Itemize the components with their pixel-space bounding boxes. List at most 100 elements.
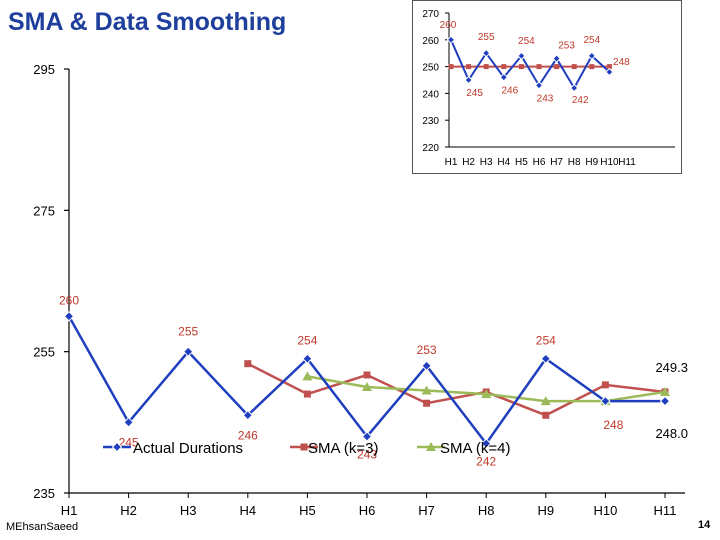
actual-durations-point (302, 353, 313, 364)
sma-k3-point (423, 399, 431, 407)
data-label: 255 (178, 325, 198, 339)
data-label: 242 (476, 455, 496, 469)
inset-actual-point (587, 51, 597, 61)
inset-sma-point (589, 64, 595, 70)
data-label: 254 (536, 334, 556, 348)
slide-title: SMA & Data Smoothing (8, 8, 287, 36)
sma-k4-point (481, 389, 492, 399)
inset-x-tick-label: H8 (568, 157, 581, 168)
author-footer: MEhsanSaeed (6, 521, 79, 533)
inset-actual-line (450, 39, 611, 91)
inset-data-label: 254 (518, 36, 535, 47)
inset-y-tick-label: 230 (422, 116, 439, 127)
sma-k3-end-label: 249.3 (655, 360, 688, 375)
sma-k4-point (421, 385, 432, 395)
actual-durations-point (600, 395, 611, 407)
actual-durations-point (480, 438, 492, 449)
actual-durations-point (361, 431, 373, 442)
y-tick-label: 235 (33, 486, 55, 501)
inset-x-tick-label: H2 (462, 157, 475, 168)
inset-x-tick-label: H10 (600, 157, 619, 168)
inset-data-label: 243 (537, 93, 554, 104)
inset-data-label: 245 (466, 88, 483, 99)
actual-durations-point (540, 353, 552, 364)
inset-data-label: 260 (440, 20, 457, 31)
inset-x-tick-label: H3 (480, 157, 493, 168)
actual-durations-point (123, 417, 134, 428)
x-tick-label: H4 (239, 503, 256, 518)
inset-y-tick-label: 220 (422, 143, 439, 154)
legend-swatch-marker (426, 442, 436, 451)
inset-x-tick-label: H4 (497, 157, 510, 168)
inset-sma-point (483, 64, 489, 70)
y-tick-label: 295 (33, 62, 55, 77)
x-tick-label: H11 (654, 503, 677, 518)
actual-durations-line (67, 315, 665, 446)
inset-data-label: 254 (583, 35, 600, 46)
y-tick-label: 255 (33, 345, 55, 360)
sma-k4-point (362, 382, 372, 391)
inset-y-tick-label: 240 (422, 89, 439, 100)
data-label: 254 (297, 334, 317, 348)
actual-durations-point (63, 311, 75, 322)
sma-k3-point (244, 360, 252, 368)
inset-x-tick-label: H6 (533, 157, 546, 168)
legend-swatch-marker (111, 441, 123, 453)
sma-k4-end-label: 248.0 (655, 426, 688, 441)
inset-actual-point (534, 81, 544, 90)
inset-chart-panel: 220 230 240 250 260 270 H1 H2 H3 H4 H5 H6 H7 H8 H9 H10 H… (412, 0, 682, 174)
inset-sma-point (448, 64, 454, 70)
x-tick-label: H6 (359, 503, 376, 518)
inset-sma-point (518, 64, 524, 70)
data-label: 246 (238, 428, 258, 442)
inset-y-tick-label: 270 (422, 9, 439, 20)
x-tick-label: H1 (61, 503, 78, 518)
sma-k3-line (247, 362, 666, 417)
inset-sma-point (536, 64, 542, 70)
inset-actual-point (605, 67, 614, 77)
inset-actual-point (517, 51, 526, 61)
inset-actual-point (569, 83, 579, 93)
data-label: 260 (59, 293, 79, 307)
inset-sma-point (466, 64, 472, 70)
sma-k3-point (363, 371, 371, 379)
inset-x-tick-label: H1 (445, 157, 458, 168)
sma-k3-point (601, 381, 609, 389)
sma-k4-point (302, 371, 313, 381)
sma-k3-point (542, 411, 550, 419)
x-tick-label: H5 (299, 503, 316, 518)
data-label: 248 (603, 418, 623, 432)
sma-k3-point (303, 390, 311, 398)
inset-data-label: 242 (572, 95, 589, 106)
actual-durations-point (659, 395, 671, 407)
x-tick-label: H9 (537, 503, 554, 518)
sma-k4-point (660, 386, 670, 396)
actual-durations-point (421, 360, 432, 372)
x-tick-label: H3 (180, 503, 197, 518)
inset-actual-point (552, 54, 561, 63)
inset-sma-point (606, 64, 612, 70)
actual-durations-point (182, 346, 194, 357)
y-tick-label: 275 (33, 203, 55, 218)
data-label: 253 (417, 343, 437, 357)
inset-y-tick-label: 260 (422, 36, 439, 47)
data-label: 243 (357, 447, 377, 461)
inset-y-tick-label: 250 (422, 63, 439, 74)
inset-actual-point (499, 73, 509, 82)
inset-actual-point (464, 75, 473, 85)
inset-x-tick-label: H7 (550, 157, 563, 168)
inset-actual-point (446, 35, 456, 45)
legend-label: SMA (k=3) (308, 440, 378, 457)
x-tick-label: H2 (120, 503, 137, 518)
inset-sma-point (501, 64, 507, 70)
inset-sma-point (554, 64, 560, 70)
x-tick-label: H7 (418, 503, 435, 518)
legend-label: SMA (k=4) (440, 440, 510, 457)
inset-sma-point (571, 64, 577, 70)
inset-data-label: 246 (501, 85, 518, 96)
inset-data-label: 253 (558, 41, 575, 52)
legend-label: Actual Durations (133, 440, 243, 457)
inset-x-tick-label: H9 (585, 157, 598, 168)
